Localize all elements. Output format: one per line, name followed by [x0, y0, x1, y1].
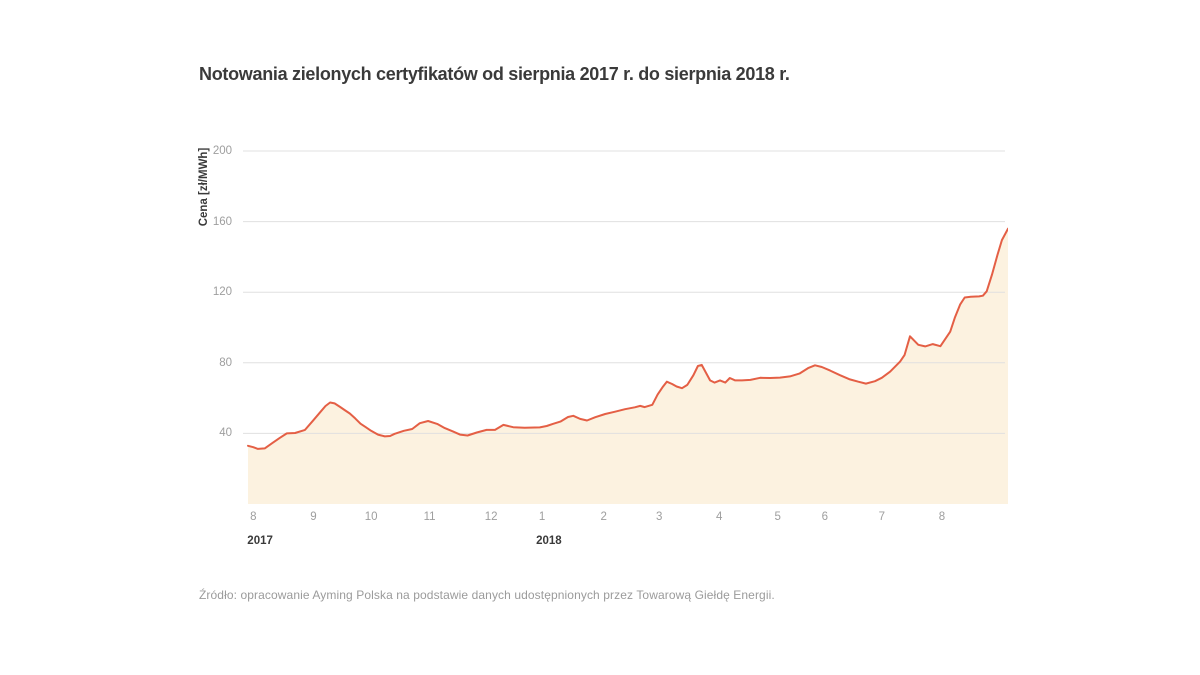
x-axis-year-labels: 2017 2018: [243, 535, 1008, 551]
chart-title: Notowania zielonych certyfikatów od sier…: [199, 64, 790, 84]
year-label-2018: 2018: [536, 535, 562, 547]
x-tick-label-3: 11: [423, 511, 436, 523]
x-tick-label-2: 10: [364, 511, 378, 523]
source-note: Źródło: opracowanie Ayming Polska na pod…: [199, 588, 775, 602]
x-tick-label-0: 8: [250, 511, 257, 523]
series-area-fill: [248, 228, 1008, 504]
y-tick-label-160: 160: [212, 215, 232, 228]
x-axis-tick-labels: 8 9 10 11 12 1 2 3 4 5 6 7 8: [243, 511, 1008, 527]
x-tick-label-10: 6: [821, 511, 828, 523]
price-area-chart: [243, 150, 1008, 504]
y-axis-tick-labels: 40 80 120 160 200: [160, 133, 232, 507]
x-tick-label-12: 8: [938, 511, 946, 523]
x-tick-label-11: 7: [878, 511, 885, 523]
y-tick-label-200: 200: [212, 145, 232, 157]
y-tick-label-80: 80: [219, 356, 232, 369]
y-tick-label-40: 40: [219, 427, 232, 440]
price-line: [247, 227, 1008, 450]
y-tick-label-120: 120: [212, 286, 232, 299]
x-tick-label-9: 5: [774, 511, 781, 523]
x-tick-label-7: 3: [655, 511, 663, 523]
x-tick-label-1: 9: [310, 511, 317, 523]
year-label-2017: 2017: [247, 535, 273, 547]
x-tick-label-6: 2: [600, 511, 607, 523]
x-tick-label-8: 4: [715, 511, 723, 523]
x-tick-label-4: 12: [484, 511, 498, 523]
x-tick-label-5: 1: [538, 511, 546, 523]
